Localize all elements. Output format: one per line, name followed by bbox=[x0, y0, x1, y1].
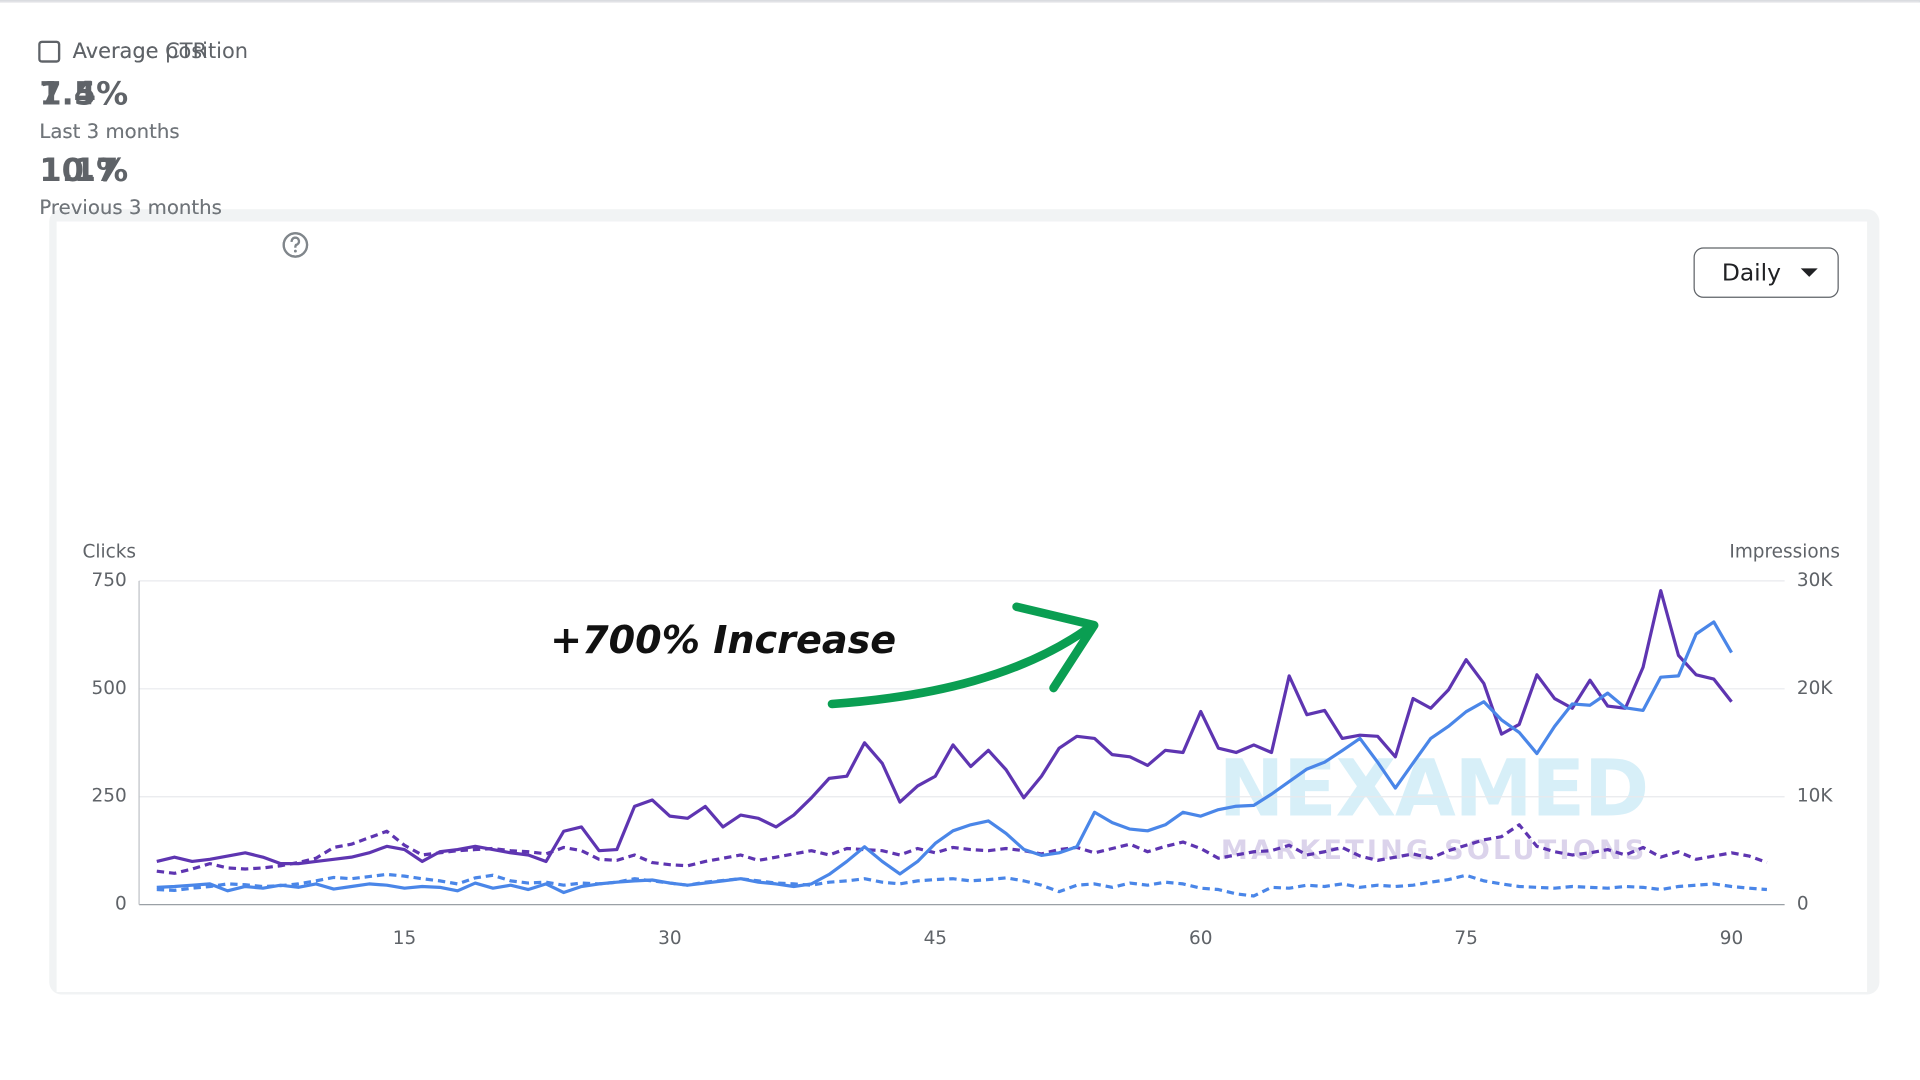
help-mark bbox=[290, 236, 301, 248]
arrow-shaft bbox=[827, 625, 1090, 709]
help-icon[interactable] bbox=[281, 230, 311, 260]
x-tick-label: 30 bbox=[658, 928, 681, 949]
metric-current: 7.4 bbox=[39, 76, 97, 114]
metric-card[interactable]: Average position 7.4 Last 3 months 10.7 Prev… bbox=[0, 1, 1920, 258]
metric-card[interactable]: Average CTR 1.5% Last 3 months 1.1% Previous… bbox=[0, 0, 1920, 258]
y2-tick-label: 30K bbox=[1797, 570, 1833, 591]
metric-label: Total impressions bbox=[72, 39, 254, 65]
metric-label: Average CTR bbox=[72, 39, 208, 65]
metric-previous: 10.7 bbox=[39, 152, 119, 190]
line-previous bbox=[156, 872, 1768, 898]
y-tick-label: 500 bbox=[92, 678, 127, 699]
x-tick-label: 45 bbox=[924, 928, 947, 949]
y2-tick-label: 20K bbox=[1797, 678, 1833, 699]
annotation: +700% Increase bbox=[550, 618, 896, 662]
help-circle bbox=[282, 232, 309, 258]
y2-axis-label: Impressions bbox=[1729, 542, 1840, 563]
plot-area: 0 250 500 750 0 10K 20K 30K 15 30 45 60 75 90 bbox=[92, 570, 1834, 949]
metric-current-label: Last 3 months bbox=[39, 119, 180, 143]
metric-current-label: Last 3 months bbox=[39, 119, 180, 143]
watermark-title: NEXAMED bbox=[1218, 742, 1649, 834]
y-tick-label: 250 bbox=[92, 786, 127, 807]
line-current bbox=[156, 589, 1733, 866]
help-dot bbox=[294, 249, 297, 253]
metric-previous: 438K bbox=[39, 152, 131, 190]
dropdown-label: Daily bbox=[1721, 259, 1782, 287]
y-tick-label: 750 bbox=[92, 570, 127, 591]
y2-tick-label: 10K bbox=[1797, 786, 1833, 807]
metric-current: 16.4K bbox=[39, 76, 144, 114]
metric-previous-label: Previous 3 months bbox=[39, 195, 222, 220]
inner-panel bbox=[56, 221, 1868, 993]
arrow-head bbox=[1012, 602, 1099, 693]
metric-current: 1.5% bbox=[39, 76, 129, 114]
metric-previous: 4.81K bbox=[39, 152, 144, 190]
metric-previous-label: Previous 3 months bbox=[39, 195, 222, 220]
metric-current: 1.06M bbox=[39, 76, 151, 114]
x-tick-label: 90 bbox=[1720, 928, 1743, 949]
metric-label: Total clicks bbox=[72, 39, 186, 65]
checkbox[interactable] bbox=[38, 40, 61, 64]
metric-current-label: Last 3 months bbox=[39, 119, 180, 143]
checkbox-tick bbox=[42, 46, 57, 58]
y-tick-label: 0 bbox=[115, 894, 127, 915]
x-tick-label: 15 bbox=[393, 928, 416, 949]
line-previous bbox=[156, 823, 1768, 875]
y2-tick-label: 0 bbox=[1797, 894, 1809, 915]
metric-previous-label: Previous 3 months bbox=[39, 195, 222, 220]
x-tick-label: 75 bbox=[1454, 928, 1477, 949]
checkbox-box bbox=[38, 40, 61, 63]
metric-previous-label: Previous 3 months bbox=[39, 195, 222, 220]
line-current bbox=[156, 620, 1733, 895]
metric-label: Average position bbox=[72, 39, 249, 65]
dropdown-caret bbox=[1800, 268, 1818, 277]
metric-current-label: Last 3 months bbox=[39, 119, 180, 143]
dropdown[interactable]: Daily bbox=[1693, 247, 1839, 298]
metric-cards: Total clicks 16.4K Last 3 months 4.81K Previ… bbox=[0, 0, 1920, 258]
watermark-subtitle: MARKETING SOLUTIONS bbox=[1221, 835, 1649, 866]
card-icons bbox=[258, 89, 292, 171]
x-tick-label: 60 bbox=[1189, 928, 1212, 949]
y-axis-label: Clicks bbox=[82, 542, 136, 563]
metric-previous: 1.1% bbox=[39, 152, 129, 190]
